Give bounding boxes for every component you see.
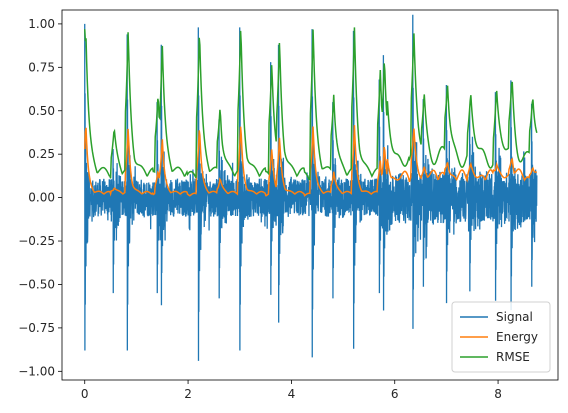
y-tick-label: −0.25 <box>18 234 55 248</box>
y-tick-label: −0.75 <box>18 321 55 335</box>
y-tick-label: −0.50 <box>18 277 55 291</box>
y-tick-label: 0.25 <box>28 147 55 161</box>
y-tick-label: −1.00 <box>18 364 55 378</box>
axes-frame <box>61 9 559 381</box>
legend-label: RMSE <box>496 350 530 364</box>
x-tick-label: 2 <box>184 387 192 401</box>
legend: Signal Energy RMSE <box>451 301 551 373</box>
legend-label: Signal <box>496 310 533 324</box>
x-tick-label: 6 <box>391 387 399 401</box>
x-tick-label: 4 <box>288 387 296 401</box>
y-tick-label: 0.50 <box>28 104 55 118</box>
legend-box <box>451 301 551 373</box>
plot-area <box>83 14 538 361</box>
y-axis: −1.00 −0.75 −0.50 −0.25 0.00 0.25 0.50 0.75 1.00 <box>18 17 62 378</box>
series-line-rmse <box>83 27 538 181</box>
y-tick-label: 1.00 <box>28 17 55 31</box>
x-tick-label: 0 <box>81 387 89 401</box>
series-line-energy <box>83 125 538 197</box>
x-tick-label: 8 <box>494 387 502 401</box>
x-axis: 0 2 4 6 8 <box>81 380 502 401</box>
series-line-signal <box>84 14 538 361</box>
legend-label: Energy <box>496 330 538 344</box>
y-tick-label: 0.00 <box>28 191 55 205</box>
y-tick-label: 0.75 <box>28 60 55 74</box>
